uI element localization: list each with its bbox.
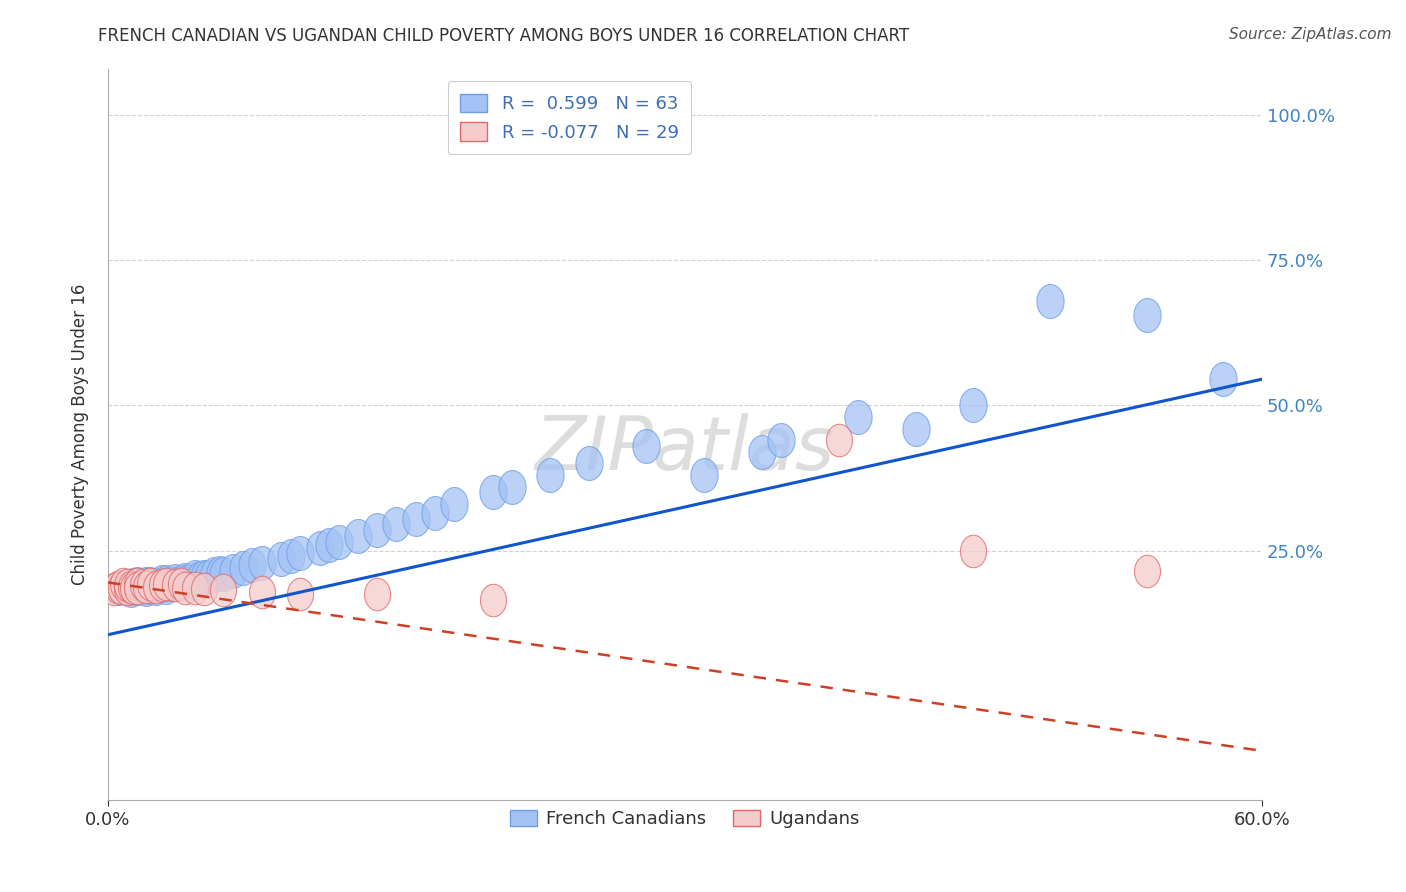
- Point: [165, 578, 187, 592]
- Point: [150, 578, 173, 592]
- Point: [159, 577, 181, 591]
- Point: [112, 577, 135, 591]
- Point: [135, 580, 157, 594]
- Point: [183, 569, 205, 583]
- Point: [202, 566, 225, 581]
- Point: [366, 587, 388, 601]
- Point: [443, 497, 465, 511]
- Point: [110, 581, 132, 595]
- Point: [145, 578, 167, 592]
- Point: [183, 581, 205, 595]
- Point: [107, 581, 129, 595]
- Point: [636, 439, 658, 453]
- Point: [212, 582, 235, 597]
- Point: [481, 485, 503, 500]
- Point: [290, 546, 312, 560]
- Point: [904, 421, 927, 435]
- Point: [165, 574, 187, 588]
- Legend: French Canadians, Ugandans: French Canadians, Ugandans: [503, 803, 868, 835]
- Point: [423, 506, 446, 520]
- Point: [693, 468, 716, 483]
- Point: [183, 573, 205, 587]
- Point: [501, 480, 523, 494]
- Point: [122, 581, 145, 595]
- Point: [135, 577, 157, 591]
- Point: [125, 581, 148, 595]
- Point: [131, 578, 153, 592]
- Point: [962, 543, 984, 558]
- Point: [122, 578, 145, 592]
- Point: [538, 468, 561, 483]
- Point: [170, 577, 193, 591]
- Point: [290, 587, 312, 601]
- Point: [962, 398, 984, 412]
- Y-axis label: Child Poverty Among Boys Under 16: Child Poverty Among Boys Under 16: [72, 284, 89, 585]
- Point: [751, 444, 773, 458]
- Point: [481, 593, 503, 607]
- Point: [1039, 293, 1062, 308]
- Text: Source: ZipAtlas.com: Source: ZipAtlas.com: [1229, 27, 1392, 42]
- Point: [135, 582, 157, 597]
- Point: [139, 580, 162, 594]
- Point: [1212, 372, 1234, 386]
- Point: [212, 566, 235, 581]
- Point: [120, 582, 142, 597]
- Point: [139, 577, 162, 591]
- Point: [139, 576, 162, 591]
- Point: [366, 523, 388, 537]
- Text: FRENCH CANADIAN VS UGANDAN CHILD POVERTY AMONG BOYS UNDER 16 CORRELATION CHART: FRENCH CANADIAN VS UGANDAN CHILD POVERTY…: [98, 27, 910, 45]
- Point: [145, 580, 167, 594]
- Point: [232, 561, 254, 575]
- Point: [125, 577, 148, 591]
- Point: [405, 511, 427, 525]
- Point: [107, 580, 129, 594]
- Point: [578, 457, 600, 471]
- Point: [131, 580, 153, 594]
- Point: [280, 549, 302, 564]
- Point: [115, 580, 138, 594]
- Point: [208, 566, 231, 580]
- Point: [174, 581, 197, 595]
- Point: [120, 580, 142, 594]
- Point: [318, 538, 340, 552]
- Point: [103, 582, 125, 597]
- Point: [846, 409, 869, 424]
- Point: [150, 575, 173, 590]
- Point: [240, 558, 263, 572]
- Point: [115, 578, 138, 592]
- Point: [193, 569, 215, 583]
- Point: [347, 529, 370, 543]
- Point: [270, 552, 292, 566]
- Point: [155, 577, 177, 591]
- Point: [155, 575, 177, 590]
- Point: [828, 433, 851, 447]
- Point: [385, 517, 408, 532]
- Point: [115, 582, 138, 597]
- Point: [125, 581, 148, 595]
- Point: [170, 575, 193, 590]
- Point: [145, 581, 167, 595]
- Point: [193, 582, 215, 597]
- Point: [125, 577, 148, 591]
- Point: [250, 556, 273, 570]
- Point: [1135, 309, 1157, 323]
- Point: [250, 585, 273, 599]
- Point: [115, 581, 138, 595]
- Text: ZIPatlas: ZIPatlas: [534, 413, 835, 485]
- Point: [328, 534, 350, 549]
- Point: [165, 577, 187, 591]
- Point: [174, 573, 197, 587]
- Point: [308, 541, 330, 555]
- Point: [770, 433, 793, 447]
- Point: [188, 571, 211, 585]
- Point: [177, 574, 200, 588]
- Point: [1135, 564, 1157, 578]
- Point: [150, 578, 173, 592]
- Point: [155, 580, 177, 594]
- Point: [222, 564, 245, 578]
- Point: [174, 575, 197, 590]
- Point: [197, 569, 219, 583]
